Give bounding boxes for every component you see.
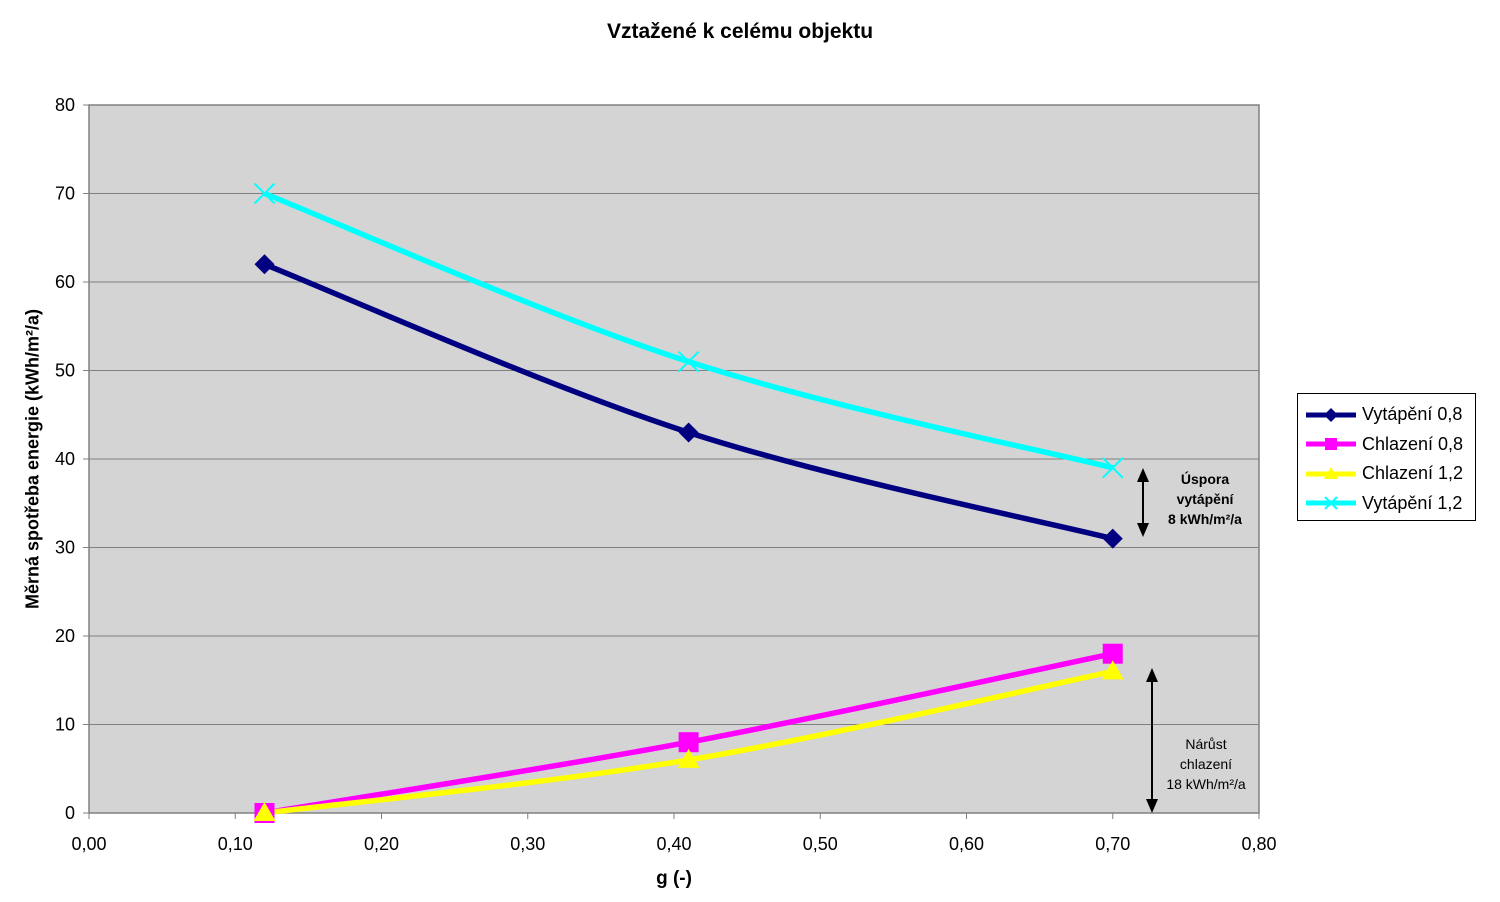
y-tick-label: 60 <box>55 272 75 292</box>
y-tick-label: 70 <box>55 184 75 204</box>
double-arrow-icon <box>1146 668 1158 682</box>
x-tick-label: 0,50 <box>803 834 838 854</box>
diamond-marker-icon <box>1306 407 1356 422</box>
square-marker-icon <box>1102 643 1123 664</box>
heating-savings-annotation: Úspora vytápění 8 kWh/m²/a <box>1150 469 1260 529</box>
y-tick-label: 30 <box>55 538 75 558</box>
chart-title: Vztažené k celému objektu <box>606 20 874 43</box>
triangle-marker-icon <box>677 748 700 768</box>
chart-legend: Vytápění 0,8 Chlazení 0,8 Chlazení 1,2 V… <box>1297 393 1476 521</box>
y-axis-label: Měrná spotřeba energie (kWh/m²/a) <box>22 308 43 610</box>
diamond-marker-icon <box>1102 528 1123 549</box>
y-tick-label: 40 <box>55 449 75 469</box>
x-marker-icon <box>1102 457 1124 479</box>
diamond-marker-icon <box>678 422 699 443</box>
legend-item-heating-12: Vytápění 1,2 <box>1306 489 1475 519</box>
legend-label: Chlazení 0,8 <box>1362 433 1464 454</box>
annotation-line: vytápění <box>1176 491 1234 507</box>
triangle-marker-icon <box>1101 660 1124 680</box>
triangle-marker-icon <box>1306 466 1356 479</box>
annotation-line: Úspora <box>1180 471 1230 487</box>
x-tick-label: 0,30 <box>510 834 545 854</box>
annotation-line: chlazení <box>1179 756 1233 772</box>
x-tick-label: 0,70 <box>1095 834 1130 854</box>
triangle-marker-icon <box>253 802 276 821</box>
x-axis-label: g (-) <box>656 868 692 889</box>
annotation-line: Nárůst <box>1185 736 1227 752</box>
y-tick-label: 20 <box>55 626 75 646</box>
legend-label: Chlazení 1,2 <box>1362 463 1464 484</box>
x-marker-icon <box>253 182 276 205</box>
x-tick-label: 0,10 <box>218 834 253 854</box>
annotation-line: 8 kWh/m²/a <box>1168 511 1242 527</box>
y-tick-label: 10 <box>55 715 75 735</box>
double-arrow-icon <box>1137 523 1149 537</box>
legend-item-heating-08: Vytápění 0,8 <box>1306 400 1475 430</box>
x-marker-icon <box>677 350 700 373</box>
double-arrow-icon <box>1137 468 1149 482</box>
x-tick-label: 0,40 <box>656 834 691 854</box>
double-arrow-icon <box>1146 799 1158 813</box>
diamond-marker-icon <box>254 254 275 275</box>
y-tick-label: 0 <box>65 803 75 823</box>
x-tick-label: 0,80 <box>1241 834 1276 854</box>
x-marker-icon <box>1306 496 1356 510</box>
x-tick-label: 0,20 <box>364 834 399 854</box>
square-marker-icon <box>1306 438 1356 451</box>
legend-label: Vytápění 0,8 <box>1362 404 1463 425</box>
legend-item-cooling-12: Chlazení 1,2 <box>1306 459 1475 489</box>
x-tick-label: 0,00 <box>71 834 106 854</box>
y-tick-label: 50 <box>55 361 75 381</box>
legend-item-cooling-08: Chlazení 0,8 <box>1306 430 1475 460</box>
annotation-line: 18 kWh/m²/a <box>1166 776 1246 792</box>
legend-label: Vytápění 1,2 <box>1362 492 1463 513</box>
x-tick-label: 0,60 <box>949 834 984 854</box>
square-marker-icon <box>678 732 699 753</box>
cooling-increase-annotation: Nárůst chlazení 18 kWh/m²/a <box>1152 734 1260 794</box>
y-tick-label: 80 <box>55 95 75 115</box>
